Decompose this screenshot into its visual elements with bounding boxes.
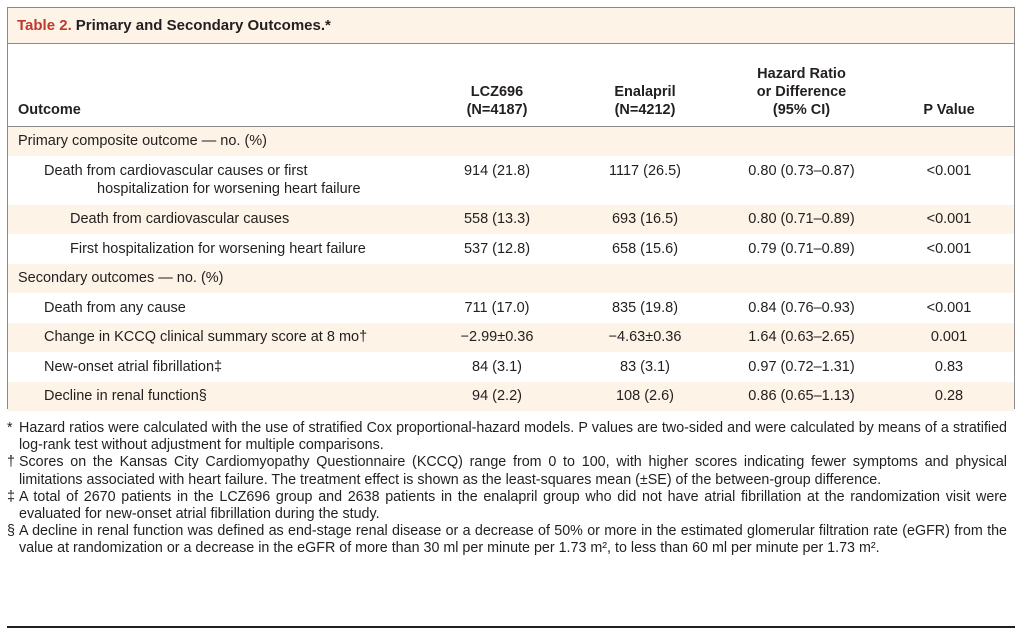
header-enalapril: Enalapril (N=4212) (571, 44, 719, 126)
header-hr-line3: (95% CI) (772, 101, 831, 118)
header-hr-line2: or Difference (756, 83, 847, 100)
row-label: Decline in renal function§ (8, 381, 423, 411)
cell-enalapril: 108 (2.6) (571, 381, 719, 411)
cell-lcz696: 84 (3.1) (472, 358, 522, 375)
header-lcz696-name: LCZ696 (470, 83, 524, 100)
header-p-value: P Value (923, 101, 975, 118)
cell-hazard-ratio: 1.64 (0.63–2.65) (719, 322, 884, 352)
cell-hazard-ratio: 0.80 (0.71–0.89) (719, 204, 884, 234)
table-number: Table 2. (17, 17, 72, 34)
cell-enalapril: 835 (19.8) (611, 299, 679, 316)
header-enalapril-name: Enalapril (614, 83, 676, 100)
cell-hazard-ratio: 0.86 (0.65–1.13) (719, 381, 884, 411)
row-label: New-onset atrial fibrillation‡ (44, 358, 223, 375)
cell-hazard-ratio: 0.97 (0.72–1.31) (748, 358, 855, 375)
table-row: Death from cardiovascular causes 558 (13… (8, 204, 1014, 234)
cell-hazard-ratio (719, 126, 884, 156)
cell-p-value: <0.001 (926, 162, 972, 179)
header-hr-line1: Hazard Ratio (757, 65, 846, 82)
row-label: Change in KCCQ clinical summary score at… (8, 322, 423, 352)
cell-lcz696 (423, 126, 571, 156)
cell-enalapril: 658 (15.6) (611, 240, 679, 257)
row-label: Death from cardiovascular causes or firs… (8, 156, 423, 205)
outcomes-table: Outcome LCZ696 (N=4187) Enalapril (N=421… (8, 44, 1014, 411)
footnote-symbol: † (7, 454, 15, 471)
cell-enalapril: 693 (16.5) (571, 204, 719, 234)
table-row-section: Secondary outcomes — no. (%) (8, 263, 1014, 293)
cell-enalapril (571, 126, 719, 156)
cell-lcz696 (423, 263, 571, 293)
table-footnotes: * Hazard ratios were calculated with the… (7, 420, 1007, 558)
footnote: § A decline in renal function was define… (7, 523, 1007, 557)
cell-p-value: 0.28 (884, 381, 1014, 411)
cell-lcz696: 537 (12.8) (463, 240, 531, 257)
table-header-row: Outcome LCZ696 (N=4187) Enalapril (N=421… (8, 44, 1014, 126)
cell-hazard-ratio (719, 263, 884, 293)
cell-hazard-ratio: 0.79 (0.71–0.89) (748, 240, 855, 257)
table-row: New-onset atrial fibrillation‡ 84 (3.1) … (8, 352, 1014, 382)
footnote-text: A total of 2670 patients in the LCZ696 g… (19, 488, 1007, 523)
table-row: First hospitalization for worsening hear… (8, 234, 1014, 264)
footnote-symbol: § (7, 523, 15, 540)
cell-enalapril: 1117 (26.5) (608, 162, 681, 179)
cell-hazard-ratio: 0.80 (0.73–0.87) (748, 162, 855, 179)
row-label: Primary composite outcome — no. (%) (8, 126, 423, 156)
cell-lcz696: −2.99±0.36 (423, 322, 571, 352)
cell-lcz696: 94 (2.2) (423, 381, 571, 411)
row-label-line1: Death from cardiovascular causes or firs… (44, 163, 308, 179)
footnote-text: Hazard ratios were calculated with the u… (19, 420, 1007, 454)
cell-p-value: <0.001 (884, 204, 1014, 234)
footnote-symbol: * (7, 420, 13, 436)
table-frame: Table 2. Primary and Secondary Outcomes.… (7, 7, 1015, 411)
table-title: Primary and Secondary Outcomes.* (75, 17, 331, 34)
cell-enalapril: 83 (3.1) (620, 358, 670, 375)
table-row: Change in KCCQ clinical summary score at… (8, 322, 1014, 352)
cell-enalapril: −4.63±0.36 (571, 322, 719, 352)
cell-p-value: <0.001 (926, 240, 972, 257)
header-lcz696: LCZ696 (N=4187) (423, 44, 571, 126)
header-enalapril-n: (N=4212) (614, 101, 676, 118)
row-label: First hospitalization for worsening hear… (70, 240, 366, 257)
cell-lcz696: 711 (17.0) (464, 299, 530, 316)
cell-p-value: 0.001 (884, 322, 1014, 352)
row-label-line2: hospitalization for worsening heart fail… (97, 181, 361, 197)
cell-lcz696: 914 (21.8) (463, 162, 531, 179)
footnote: † Scores on the Kansas City Cardiomyopat… (7, 454, 1007, 488)
row-label: Secondary outcomes — no. (%) (8, 263, 423, 293)
cell-p-value (884, 126, 1014, 156)
row-label: Death from any cause (44, 299, 186, 316)
header-hazard-ratio: Hazard Ratio or Difference (95% CI) (719, 44, 884, 126)
table-row: Death from cardiovascular causes or firs… (8, 156, 1014, 205)
bottom-rule (7, 626, 1015, 628)
footnote-symbol: ‡ (7, 488, 15, 505)
cell-p-value: 0.83 (934, 358, 964, 375)
cell-p-value: <0.001 (926, 299, 972, 316)
cell-p-value (884, 263, 1014, 293)
header-lcz696-n: (N=4187) (466, 101, 528, 118)
table-row: Decline in renal function§ 94 (2.2) 108 … (8, 381, 1014, 411)
footnote: ‡ A total of 2670 patients in the LCZ696… (7, 489, 1007, 523)
cell-hazard-ratio: 0.84 (0.76–0.93) (748, 299, 855, 316)
table-row-section: Primary composite outcome — no. (%) (8, 126, 1014, 156)
table-row: Death from any cause 711 (17.0) 835 (19.… (8, 293, 1014, 323)
cell-lcz696: 558 (13.3) (423, 204, 571, 234)
table-caption: Table 2. Primary and Secondary Outcomes.… (8, 8, 1014, 44)
footnote: * Hazard ratios were calculated with the… (7, 420, 1007, 454)
footnote-text: Scores on the Kansas City Cardiomyopathy… (19, 454, 1007, 488)
header-outcome: Outcome (18, 101, 81, 118)
footnote-text: A decline in renal function was defined … (19, 523, 1007, 557)
row-label: Death from cardiovascular causes (8, 204, 423, 234)
cell-enalapril (571, 263, 719, 293)
